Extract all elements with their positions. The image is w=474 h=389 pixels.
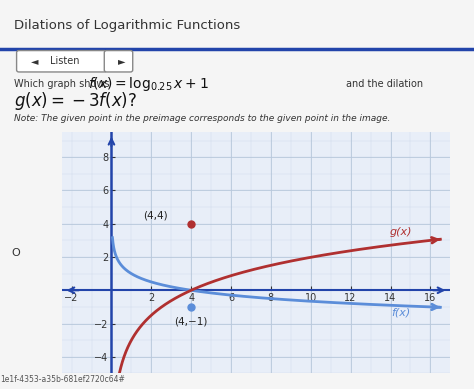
Text: (4,4): (4,4) [143,210,168,221]
Text: f(x): f(x) [391,307,410,317]
Text: 1e1f-4353-a35b-681ef2720c64#: 1e1f-4353-a35b-681ef2720c64# [0,375,125,384]
FancyBboxPatch shape [17,51,107,72]
Text: Note: The given point in the preimage corresponds to the given point in the imag: Note: The given point in the preimage co… [14,114,391,123]
Text: ►: ► [118,56,125,66]
Text: Which graph shows: Which graph shows [14,79,109,89]
Text: $f(x) = \log_{0.25} x + 1$: $f(x) = \log_{0.25} x + 1$ [88,75,209,93]
Text: Dilations of Logarithmic Functions: Dilations of Logarithmic Functions [14,19,240,32]
Text: g(x): g(x) [389,227,412,237]
Text: $g(x) = -3f(x)?$: $g(x) = -3f(x)?$ [14,90,137,112]
Text: (4,−1): (4,−1) [174,317,208,327]
Text: and the dilation: and the dilation [346,79,423,89]
Text: ◄: ◄ [31,56,38,66]
FancyBboxPatch shape [104,51,133,72]
Text: Listen: Listen [50,56,79,66]
Text: O: O [12,248,20,258]
